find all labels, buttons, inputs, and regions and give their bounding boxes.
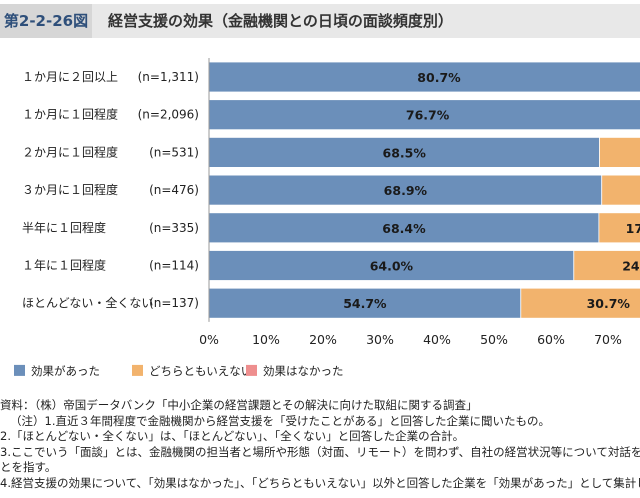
x-tick-label: 40%	[423, 332, 451, 347]
bar-segment-1	[208, 61, 640, 93]
figure-number: 第2-2-26図	[0, 4, 92, 38]
notes-block: 資料：（株）帝国データバンク「中小企業の経営課題とその解決に向けた取組に関する調…	[0, 398, 640, 491]
bar-segment-1	[208, 287, 522, 319]
category-label: ほとんどない・全くない	[22, 295, 153, 310]
data-label: 68.5%	[383, 145, 427, 160]
data-label: 30.7%	[587, 296, 631, 311]
legend-swatch-1	[14, 364, 25, 376]
legend-label-2: どちらともいえない	[149, 364, 252, 378]
legend-swatch-2	[132, 364, 143, 376]
bar-segment-2	[598, 212, 640, 244]
data-label: 54.7%	[343, 296, 387, 311]
category-label: １年に１回程度	[22, 258, 106, 273]
note-line-3: 3.ここでいう「面談」とは、金融機関の担当者と場所や形態（対面、リモート）を問わ…	[0, 444, 640, 459]
sample-size-label: (n=137)	[149, 296, 199, 310]
bar-segment-1	[208, 174, 603, 206]
data-label: 80.7%	[417, 70, 461, 85]
sample-size-label: (n=476)	[149, 183, 199, 197]
figure-title: 経営支援の効果（金融機関との日頃の面談頻度別）	[108, 12, 453, 30]
sample-size-label: (n=1,311)	[138, 70, 199, 84]
x-tick-label: 70%	[594, 332, 622, 347]
source-note: 資料：（株）帝国データバンク「中小企業の経営課題とその解決に向けた取組に関する調…	[0, 398, 478, 412]
note-line-2: 2.「ほとんどない・全くない」は、「ほとんどない」、「全くない」と回答した企業の…	[0, 429, 465, 443]
note-line-1: （注）1.直近３年間程度で金融機関から経営支援を「受けたことがある」と回答した企…	[10, 413, 550, 428]
x-tick-label: 30%	[366, 332, 394, 347]
figure-header: 第2-2-26図 経営支援の効果（金融機関との日頃の面談頻度別）	[0, 4, 640, 38]
legend-label-1: 効果があった	[31, 364, 100, 378]
stacked-bar-chart: １か月に２回以上(n=1,311)80.7%13.7%１か月に１回程度(n=2,…	[14, 58, 640, 378]
note-line-4: とを指す。	[0, 460, 57, 474]
x-tick-label: 0%	[199, 332, 219, 347]
category-label: 半年に１回程度	[22, 220, 106, 235]
bar-segment-2	[601, 174, 640, 206]
data-label: 24.6%	[622, 259, 640, 274]
bar-segment-2	[599, 137, 640, 168]
x-tick-label: 20%	[309, 332, 337, 347]
legend-label-3: 効果はなかった	[263, 364, 344, 378]
sample-size-label: (n=114)	[149, 259, 199, 273]
category-label: ２か月に１回程度	[22, 144, 118, 159]
data-label: 76.7%	[406, 108, 450, 123]
sample-size-label: (n=335)	[149, 221, 199, 235]
legend-swatch-3	[246, 364, 257, 376]
x-tick-label: 60%	[537, 332, 565, 347]
bar-segment-2	[573, 250, 640, 281]
note-line-5: 4.経営支援の効果について、「効果はなかった」、「どちらともいえない」以外と回答…	[0, 475, 640, 490]
bar-segment-1	[208, 250, 575, 281]
category-label: ３か月に１回程度	[22, 182, 118, 197]
bar-segment-1	[208, 99, 640, 131]
x-tick-label: 50%	[480, 332, 508, 347]
x-tick-label: 10%	[252, 332, 280, 347]
category-label: １か月に２回以上	[22, 70, 118, 84]
sample-size-label: (n=531)	[149, 145, 199, 159]
data-label: 68.4%	[382, 221, 426, 236]
data-label: 17.0%	[626, 221, 640, 236]
bar-segment-2	[520, 287, 640, 319]
sample-size-label: (n=2,096)	[138, 108, 199, 122]
data-label: 68.9%	[384, 183, 428, 198]
category-label: １か月に１回程度	[22, 107, 118, 122]
data-label: 64.0%	[370, 259, 414, 274]
